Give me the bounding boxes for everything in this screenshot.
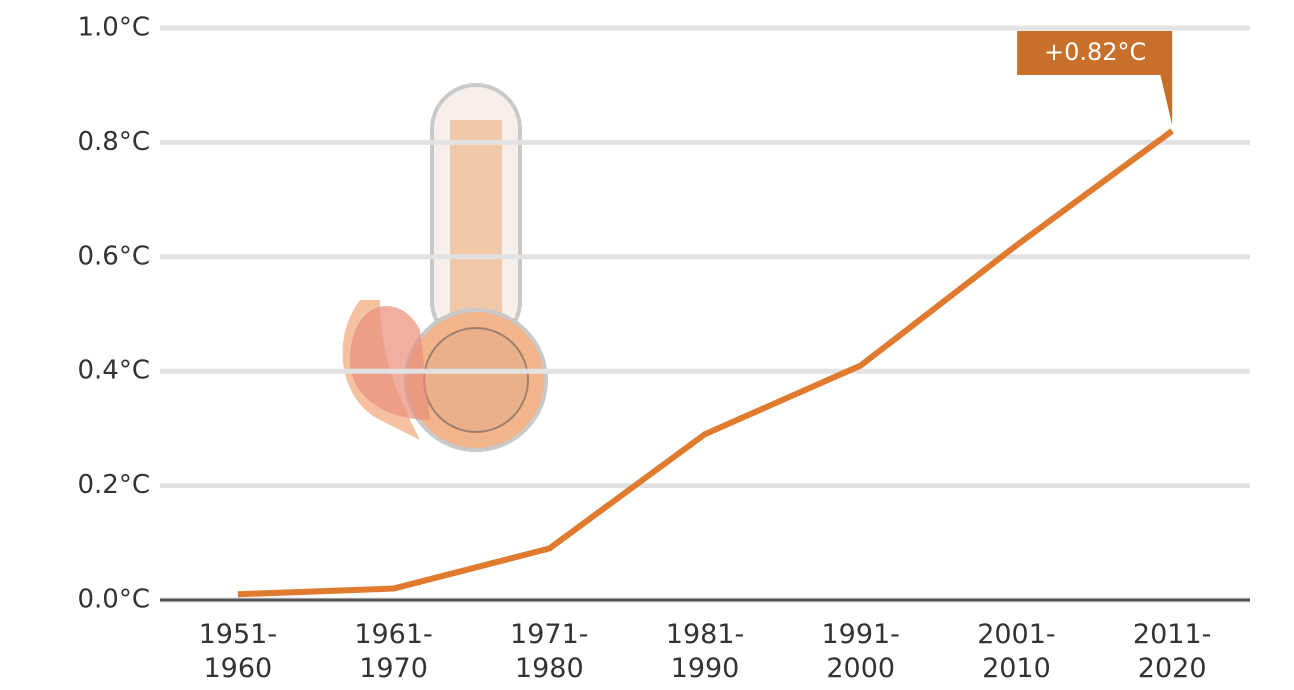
value-label-pointer	[1160, 74, 1172, 125]
thermometer-illustration	[343, 85, 546, 450]
y-tick-label: 0.6°C	[77, 241, 150, 271]
y-tick-label: 0.4°C	[77, 356, 150, 386]
y-tick-label: 0.0°C	[77, 585, 150, 615]
x-tick-label: 1991-2000	[821, 618, 901, 686]
y-tick-label: 0.8°C	[77, 127, 150, 157]
value-label: +0.82°C	[1044, 38, 1146, 66]
y-tick-label: 0.2°C	[77, 470, 150, 500]
x-tick-label: 1961-1970	[354, 618, 434, 686]
x-tick-label: 2001-2010	[976, 618, 1056, 686]
x-tick-label: 1981-1990	[665, 618, 745, 686]
x-tick-label: 1971-1980	[509, 618, 589, 686]
chart: 0.0°C 0.2°C 0.4°C 0.6°C 0.8°C 1.0°C +0.82°C 19…	[0, 0, 1294, 690]
y-tick-label: 1.0°C	[77, 13, 150, 43]
x-tick-label: 2011-2020	[1132, 618, 1212, 686]
chart-svg: 0.0°C 0.2°C 0.4°C 0.6°C 0.8°C 1.0°C +0.82°C	[0, 0, 1294, 690]
x-tick-label: 1951-1960	[198, 618, 278, 686]
